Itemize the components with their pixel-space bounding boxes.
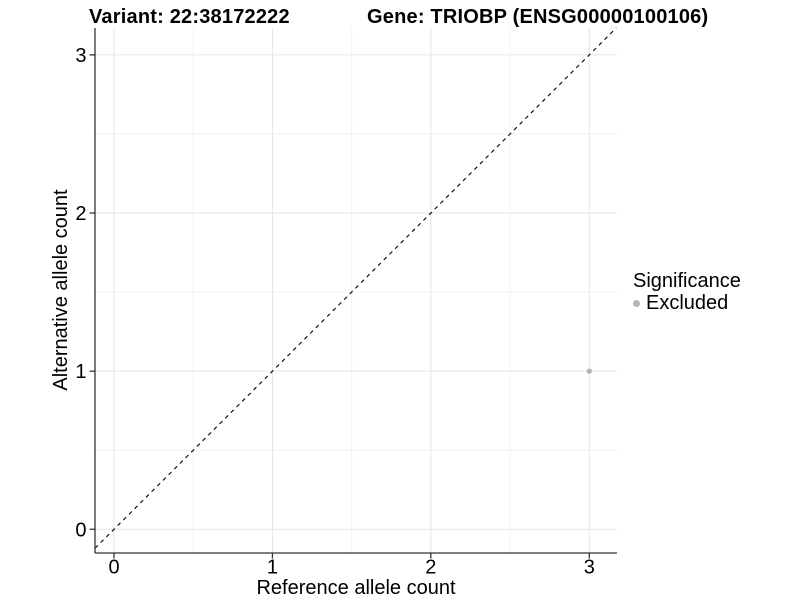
legend-title: Significance [633, 270, 741, 292]
x-tick-label: 2 [425, 557, 436, 579]
y-tick-label: 0 [75, 519, 86, 541]
x-tick-label: 0 [108, 557, 119, 579]
data-point [586, 368, 592, 374]
legend: Significance Excluded [633, 271, 741, 314]
y-tick-label: 2 [75, 203, 86, 225]
x-tick-label: 1 [267, 557, 278, 579]
plot-title-gene: Gene: TRIOBP (ENSG00000100106) [367, 6, 709, 28]
legend-item-label: Excluded [646, 292, 729, 314]
y-axis-title: Alternative allele count [50, 189, 72, 391]
y-tick-label: 3 [75, 45, 86, 67]
identity-reference-line [94, 27, 617, 549]
legend-point-icon [633, 300, 640, 307]
plot-title-variant: Variant: 22:38172222 [89, 6, 290, 28]
x-tick-label: 3 [584, 557, 595, 579]
legend-item-excluded: Excluded [633, 293, 741, 314]
y-tick-label: 1 [75, 361, 86, 383]
x-axis-title: Reference allele count [256, 577, 456, 599]
